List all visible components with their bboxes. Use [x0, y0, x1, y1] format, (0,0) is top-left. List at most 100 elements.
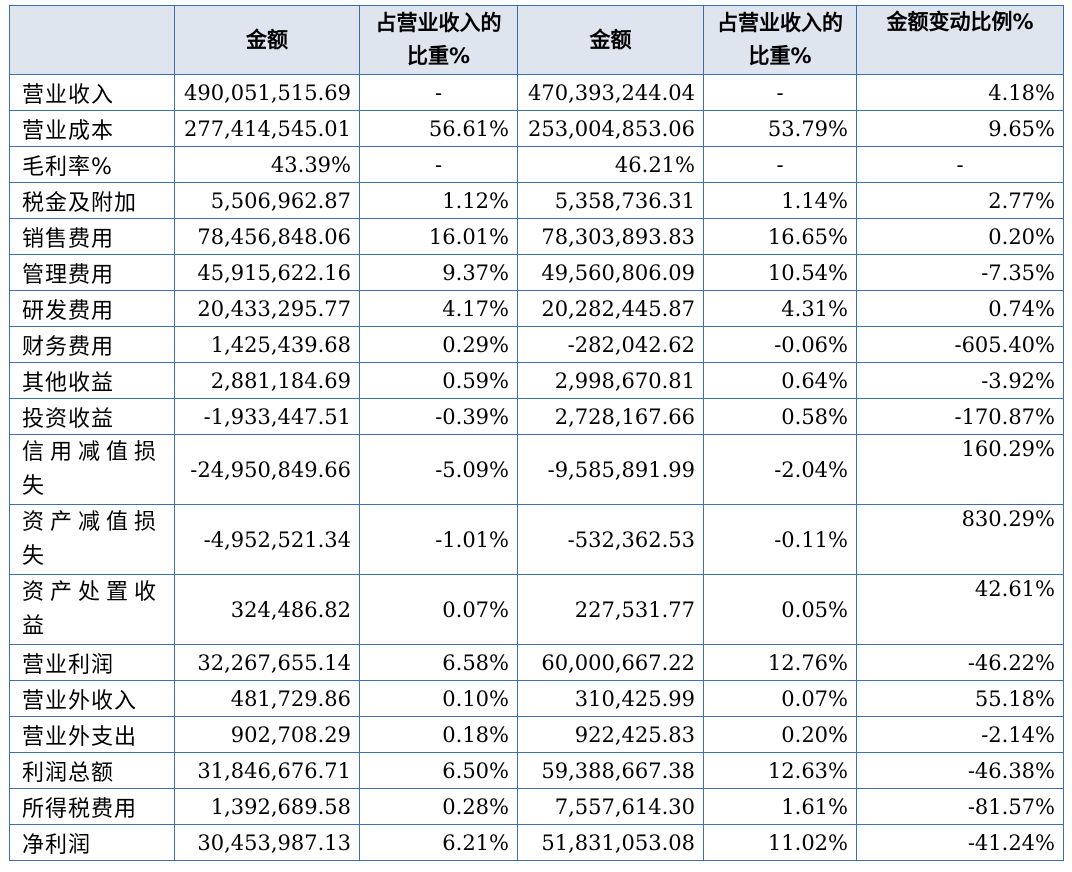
row-label: 其他收益	[9, 362, 175, 399]
amount-prior-cell: 60,000,667.22	[517, 644, 704, 681]
share-prior-cell: 53.79%	[703, 110, 857, 147]
change-ratio-cell: 0.74%	[856, 290, 1064, 327]
row-label: 所得税费用	[9, 788, 175, 825]
table-row: 资产减值损失 -4,952,521.34 -1.01% -532,362.53 …	[9, 504, 1064, 575]
change-ratio-cell: 9.65%	[856, 110, 1064, 147]
share-prior-cell: 4.31%	[703, 290, 857, 327]
amount-prior-cell: 46.21%	[517, 146, 704, 183]
amount-current-cell: 902,708.29	[174, 716, 360, 753]
share-prior-cell: -0.06%	[703, 326, 857, 363]
share-current-cell: 0.29%	[359, 326, 518, 363]
table-row: 营业利润 32,267,655.14 6.58% 60,000,667.22 1…	[9, 644, 1064, 681]
share-current-cell: 6.21%	[359, 824, 518, 861]
share-current-cell: 1.12%	[359, 182, 518, 219]
share-prior-cell: 0.05%	[703, 574, 857, 645]
table-row: 所得税费用 1,392,689.58 0.28% 7,557,614.30 1.…	[9, 788, 1064, 825]
amount-prior-cell: 2,998,670.81	[517, 362, 704, 399]
amount-current-cell: -4,952,521.34	[174, 504, 360, 575]
share-prior-cell: 12.63%	[703, 752, 857, 789]
header-blank	[9, 5, 175, 75]
share-prior-cell: 10.54%	[703, 254, 857, 291]
share-prior-cell: 0.58%	[703, 398, 857, 435]
row-label: 净利润	[9, 824, 175, 861]
change-ratio-cell: -605.40%	[856, 326, 1064, 363]
row-label: 营业成本	[9, 110, 175, 147]
table-row: 信用减值损失 -24,950,849.66 -5.09% -9,585,891.…	[9, 434, 1064, 505]
change-ratio-cell: 55.18%	[856, 680, 1064, 717]
table-row: 其他收益 2,881,184.69 0.59% 2,998,670.81 0.6…	[9, 362, 1064, 399]
share-current-cell: 6.50%	[359, 752, 518, 789]
share-current-cell: 6.58%	[359, 644, 518, 681]
change-ratio-cell: -3.92%	[856, 362, 1064, 399]
amount-current-cell: 31,846,676.71	[174, 752, 360, 789]
row-label: 研发费用	[9, 290, 175, 327]
amount-prior-cell: -532,362.53	[517, 504, 704, 575]
amount-current-cell: 324,486.82	[174, 574, 360, 645]
amount-current-cell: 481,729.86	[174, 680, 360, 717]
amount-current-cell: 45,915,622.16	[174, 254, 360, 291]
amount-prior-cell: 59,388,667.38	[517, 752, 704, 789]
change-ratio-cell: -81.57%	[856, 788, 1064, 825]
share-prior-cell: 0.64%	[703, 362, 857, 399]
header-row: 金额 占营业收入的比重% 金额 占营业收入的比重% 金额变动比例%	[9, 5, 1064, 75]
amount-prior-cell: 5,358,736.31	[517, 182, 704, 219]
change-ratio-cell: -46.22%	[856, 644, 1064, 681]
row-label: 利润总额	[9, 752, 175, 789]
table-row: 资产处置收益 324,486.82 0.07% 227,531.77 0.05%…	[9, 574, 1064, 645]
share-current-cell: 0.10%	[359, 680, 518, 717]
share-current-cell: 0.07%	[359, 574, 518, 645]
change-ratio-cell: -41.24%	[856, 824, 1064, 861]
change-ratio-cell: 2.77%	[856, 182, 1064, 219]
row-label: 毛利率%	[9, 146, 175, 183]
share-prior-cell: 11.02%	[703, 824, 857, 861]
share-current-cell: -	[359, 146, 518, 183]
amount-prior-cell: 51,831,053.08	[517, 824, 704, 861]
table-row: 财务费用 1,425,439.68 0.29% -282,042.62 -0.0…	[9, 326, 1064, 363]
amount-prior-cell: -282,042.62	[517, 326, 704, 363]
change-ratio-cell: 4.18%	[856, 74, 1064, 111]
table-row: 管理费用 45,915,622.16 9.37% 49,560,806.09 1…	[9, 254, 1064, 291]
share-prior-cell: 1.14%	[703, 182, 857, 219]
share-current-cell: -	[359, 74, 518, 111]
amount-current-cell: 5,506,962.87	[174, 182, 360, 219]
share-current-cell: -5.09%	[359, 434, 518, 505]
table-row: 营业成本 277,414,545.01 56.61% 253,004,853.0…	[9, 110, 1064, 147]
amount-prior-cell: 227,531.77	[517, 574, 704, 645]
change-ratio-cell: 0.20%	[856, 218, 1064, 255]
header-share-prior: 占营业收入的比重%	[703, 5, 857, 75]
row-label: 营业外支出	[9, 716, 175, 753]
amount-current-cell: 30,453,987.13	[174, 824, 360, 861]
share-current-cell: 4.17%	[359, 290, 518, 327]
table-row: 净利润 30,453,987.13 6.21% 51,831,053.08 11…	[9, 824, 1064, 861]
amount-prior-cell: 78,303,893.83	[517, 218, 704, 255]
change-ratio-cell: -170.87%	[856, 398, 1064, 435]
amount-current-cell: 78,456,848.06	[174, 218, 360, 255]
table-row: 研发费用 20,433,295.77 4.17% 20,282,445.87 4…	[9, 290, 1064, 327]
amount-prior-cell: 20,282,445.87	[517, 290, 704, 327]
table-row: 销售费用 78,456,848.06 16.01% 78,303,893.83 …	[9, 218, 1064, 255]
share-prior-cell: 12.76%	[703, 644, 857, 681]
header-change-ratio: 金额变动比例%	[856, 5, 1064, 75]
amount-prior-cell: 310,425.99	[517, 680, 704, 717]
amount-current-cell: 277,414,545.01	[174, 110, 360, 147]
share-current-cell: -0.39%	[359, 398, 518, 435]
change-ratio-cell: -7.35%	[856, 254, 1064, 291]
row-label: 销售费用	[9, 218, 175, 255]
header-amount-prior: 金额	[517, 5, 704, 75]
change-ratio-cell: -2.14%	[856, 716, 1064, 753]
share-current-cell: -1.01%	[359, 504, 518, 575]
share-current-cell: 0.28%	[359, 788, 518, 825]
amount-current-cell: 2,881,184.69	[174, 362, 360, 399]
amount-prior-cell: 49,560,806.09	[517, 254, 704, 291]
table-row: 营业外支出 902,708.29 0.18% 922,425.83 0.20% …	[9, 716, 1064, 753]
change-ratio-cell: 830.29%	[856, 504, 1064, 575]
row-label: 信用减值损失	[9, 434, 175, 505]
table-row: 营业收入 490,051,515.69 - 470,393,244.04 - 4…	[9, 74, 1064, 111]
share-prior-cell: -0.11%	[703, 504, 857, 575]
table-row: 投资收益 -1,933,447.51 -0.39% 2,728,167.66 0…	[9, 398, 1064, 435]
income-statement-table: 金额 占营业收入的比重% 金额 占营业收入的比重% 金额变动比例% 营业收入 4…	[9, 5, 1064, 861]
row-label: 营业外收入	[9, 680, 175, 717]
amount-current-cell: 1,392,689.58	[174, 788, 360, 825]
share-prior-cell: -2.04%	[703, 434, 857, 505]
table-row: 毛利率% 43.39% - 46.21% - -	[9, 146, 1064, 183]
